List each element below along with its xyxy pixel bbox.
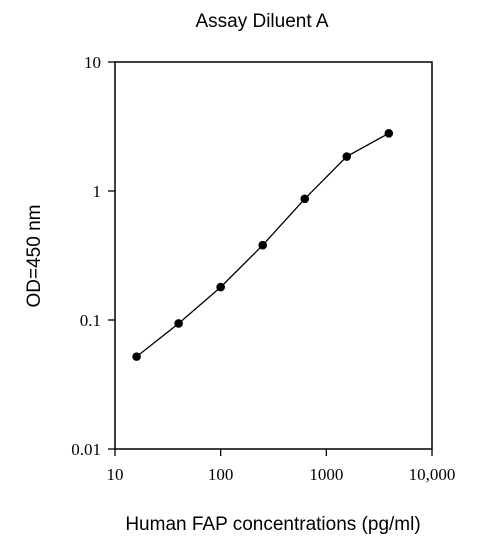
- data-point: [132, 352, 141, 361]
- x-tick-label: 10: [107, 465, 124, 484]
- x-axis-label: Human FAP concentrations (pg/ml): [125, 514, 420, 535]
- data-point: [384, 129, 394, 138]
- x-tick-label: 10,000: [409, 465, 456, 484]
- y-tick-label: 10: [84, 53, 101, 72]
- data-point: [174, 319, 183, 328]
- x-axis: 10 100 1000 10,000: [107, 449, 456, 484]
- y-axis-label: OD=450 nm: [24, 205, 45, 308]
- y-tick-label: 0.1: [80, 311, 101, 330]
- data-point: [342, 152, 352, 161]
- x-tick-label: 1000: [309, 465, 343, 484]
- data-point: [300, 194, 310, 204]
- series-points: [132, 129, 394, 361]
- y-tick-label: 1: [93, 182, 102, 201]
- y-tick-label: 0.01: [71, 440, 101, 459]
- data-point: [216, 282, 225, 292]
- y-axis: 0.01 0.1 1 10: [71, 53, 115, 459]
- chart-title: Assay Diluent A: [195, 11, 328, 32]
- x-tick-label: 100: [208, 465, 234, 484]
- plot-frame: [114, 61, 433, 450]
- data-point: [258, 240, 268, 250]
